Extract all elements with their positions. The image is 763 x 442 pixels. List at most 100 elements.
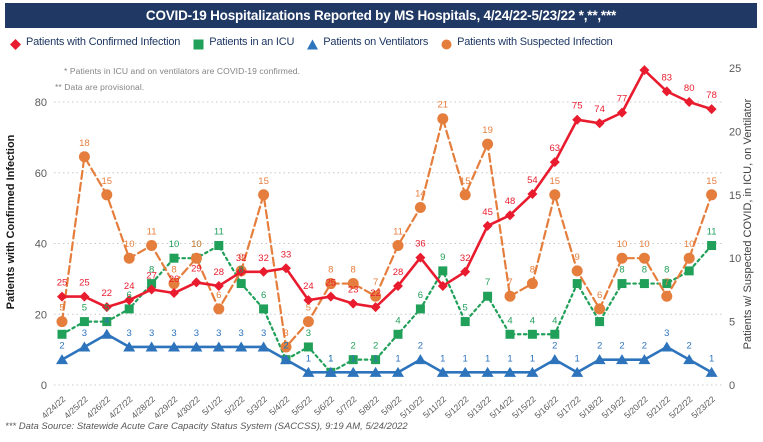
svg-text:80: 80 [35, 97, 47, 109]
legend-label: Patients with Suspected Infection [457, 36, 613, 48]
svg-text:1: 1 [485, 353, 490, 364]
svg-text:2: 2 [642, 341, 647, 352]
svg-text:8: 8 [530, 265, 535, 276]
svg-text:5: 5 [82, 303, 87, 314]
triangle-icon [307, 37, 319, 49]
legend-item-diamond: Patients with Confirmed Infection [10, 36, 180, 50]
data-source-footer: *** Data Source: Statewide Acute Care Ca… [5, 421, 408, 432]
svg-text:5/4/22: 5/4/22 [267, 394, 291, 417]
svg-text:2: 2 [687, 341, 692, 352]
svg-text:25: 25 [729, 63, 741, 75]
legend-item-triangle: Patients on Ventilators [307, 36, 428, 49]
svg-text:5/21/22: 5/21/22 [644, 394, 672, 421]
svg-text:3: 3 [239, 328, 244, 339]
svg-text:7: 7 [485, 277, 490, 288]
svg-text:3: 3 [127, 328, 132, 339]
svg-text:Patients w/ Suspected COVID, i: Patients w/ Suspected COVID, in ICU, on … [742, 98, 754, 349]
svg-text:15: 15 [460, 176, 471, 187]
svg-text:8: 8 [149, 265, 154, 276]
svg-text:5/8/22: 5/8/22 [357, 394, 381, 417]
svg-text:5/12/22: 5/12/22 [443, 394, 471, 421]
svg-text:22: 22 [370, 288, 381, 299]
svg-text:5: 5 [104, 303, 109, 314]
svg-text:7: 7 [507, 277, 512, 288]
circle-icon [441, 37, 452, 49]
svg-text:4: 4 [507, 315, 512, 326]
svg-text:26: 26 [169, 274, 180, 285]
svg-text:3: 3 [171, 328, 176, 339]
svg-text:15: 15 [258, 176, 269, 187]
svg-text:5/19/22: 5/19/22 [600, 394, 628, 421]
svg-text:6: 6 [261, 290, 266, 301]
svg-text:29: 29 [191, 263, 202, 274]
svg-text:2: 2 [552, 341, 557, 352]
svg-text:3: 3 [664, 328, 669, 339]
svg-text:15: 15 [729, 190, 741, 202]
svg-text:24: 24 [124, 281, 135, 292]
svg-text:1: 1 [351, 353, 356, 364]
legend-item-square: Patients in an ICU [193, 36, 294, 49]
svg-text:6: 6 [418, 290, 423, 301]
svg-text:63: 63 [550, 143, 561, 154]
svg-text:1: 1 [709, 353, 714, 364]
svg-text:7: 7 [373, 277, 378, 288]
series-labels-diamond: 25 25 22 24 27 26 29 28 32 32 33 24 25 23 22 28 36 32 45 48… [57, 72, 717, 299]
svg-text:48: 48 [505, 196, 516, 207]
svg-text:8: 8 [619, 265, 624, 276]
right-axis-ticks: 0 5 10 15 20 25 [729, 63, 741, 392]
svg-text:10: 10 [617, 239, 628, 250]
svg-text:15: 15 [102, 176, 113, 187]
svg-text:77: 77 [617, 94, 628, 105]
svg-text:11: 11 [707, 227, 717, 238]
svg-text:3: 3 [194, 328, 199, 339]
svg-text:32: 32 [460, 253, 471, 264]
svg-text:5: 5 [729, 317, 735, 329]
svg-text:78: 78 [706, 90, 717, 101]
svg-text:1: 1 [530, 353, 535, 364]
svg-text:5/23/22: 5/23/22 [689, 394, 717, 421]
svg-text:4/27/22: 4/27/22 [107, 394, 135, 421]
svg-text:4: 4 [552, 315, 557, 326]
svg-text:5: 5 [59, 303, 64, 314]
svg-text:22: 22 [102, 288, 113, 299]
svg-text:10: 10 [191, 239, 202, 250]
svg-text:3: 3 [283, 328, 288, 339]
svg-text:33: 33 [281, 249, 292, 260]
svg-text:10: 10 [684, 239, 695, 250]
svg-text:5/1/22: 5/1/22 [200, 394, 224, 417]
svg-text:5/17/22: 5/17/22 [555, 394, 583, 421]
svg-text:32: 32 [236, 253, 247, 264]
svg-text:4/25/22: 4/25/22 [62, 394, 90, 421]
axis-titles: Patients with Confirmed Infection Patient… [5, 98, 754, 349]
svg-text:5/18/22: 5/18/22 [577, 394, 605, 421]
svg-text:2: 2 [283, 341, 288, 352]
svg-text:0: 0 [729, 380, 735, 392]
svg-text:1: 1 [575, 353, 580, 364]
svg-text:2: 2 [597, 341, 602, 352]
svg-text:7: 7 [664, 277, 669, 288]
svg-text:25: 25 [79, 278, 90, 289]
svg-text:6: 6 [597, 290, 602, 301]
svg-text:5: 5 [306, 303, 311, 314]
svg-text:5/14/22: 5/14/22 [488, 394, 516, 421]
svg-text:28: 28 [393, 267, 404, 278]
svg-text:5: 5 [463, 303, 468, 314]
square-icon [193, 37, 204, 49]
left-axis-ticks: 0 20 40 60 80 [35, 97, 47, 392]
svg-text:9: 9 [239, 252, 244, 263]
svg-text:11: 11 [393, 227, 403, 238]
gridlines [54, 101, 722, 386]
svg-text:45: 45 [482, 207, 493, 218]
svg-text:10: 10 [169, 239, 180, 250]
chart-legend: Patients with Confirmed Infection Patient… [10, 33, 626, 51]
svg-text:4: 4 [530, 315, 535, 326]
series-triangle [56, 328, 718, 377]
svg-text:74: 74 [594, 104, 605, 115]
svg-text:1: 1 [463, 353, 468, 364]
svg-text:4/26/22: 4/26/22 [84, 394, 112, 421]
svg-text:2: 2 [619, 341, 624, 352]
svg-text:8: 8 [664, 265, 669, 276]
svg-text:36: 36 [415, 239, 426, 250]
